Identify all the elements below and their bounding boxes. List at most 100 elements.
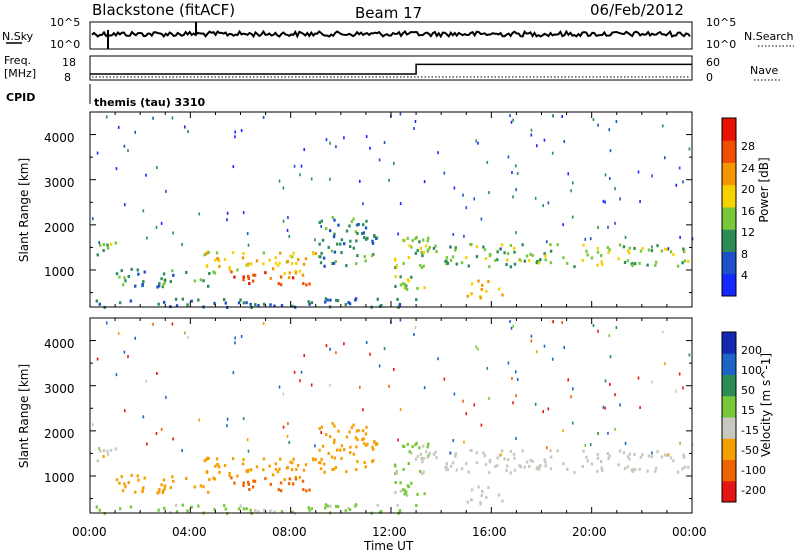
velocity-cell (199, 484, 203, 488)
power-cell (399, 283, 403, 287)
velocity-cell (320, 430, 323, 434)
velocity-cell (162, 489, 165, 493)
velocity-cell (239, 504, 242, 508)
power-cell (98, 240, 101, 244)
power-cell (247, 262, 250, 266)
date-title: 06/Feb/2012 (590, 1, 684, 19)
power-cell (105, 115, 108, 119)
power-cell (419, 264, 422, 268)
velocity-cell (675, 389, 678, 393)
velocity-cell (519, 465, 523, 469)
velocity-cell (280, 510, 284, 514)
velocity-cell (513, 456, 516, 460)
power-cell (375, 237, 378, 241)
cpid-text: themis (tau) 3310 (94, 96, 206, 109)
power-cell (667, 247, 670, 251)
velocity-cell (134, 490, 137, 494)
power-cell (231, 251, 235, 255)
velocity-cell (308, 508, 311, 512)
velocity-cell (539, 464, 542, 468)
power-cell (470, 243, 473, 247)
power-cell (121, 283, 125, 287)
xtick-0800: 08:00 (272, 525, 307, 539)
power-cell (393, 161, 395, 165)
xtick-0000: 00:00 (72, 525, 107, 539)
velocity-cell (410, 481, 413, 485)
velocity-cell (544, 464, 547, 468)
velocity-cell (355, 445, 358, 449)
power-cell (331, 262, 334, 266)
velocity-cell (530, 339, 533, 343)
power-cell (445, 256, 449, 260)
velocity-cell (488, 397, 490, 401)
velocity-cell (452, 439, 455, 443)
velocity-cell (237, 507, 241, 511)
velocity-cell (654, 466, 658, 470)
velocity-cell (405, 493, 409, 497)
power-cell (403, 282, 406, 286)
velocity-cell (543, 344, 546, 348)
power-cell (345, 264, 348, 268)
velocity-cell (262, 468, 265, 472)
velocity-cell (477, 485, 480, 489)
velocity-cell (340, 457, 343, 461)
velocity-cell (608, 454, 611, 458)
power-cell (549, 261, 553, 265)
velocity-cell (590, 462, 594, 466)
velocity-cell (394, 481, 397, 485)
power-cell (296, 257, 300, 261)
noise-panel: N.Sky 10^5 10^0 10^5 10^0 N.Search (2, 16, 794, 51)
velocity-cell (342, 448, 346, 452)
power-cell (651, 174, 653, 178)
power-cell (497, 287, 501, 291)
power-cell (335, 242, 339, 246)
velocity-cell (354, 503, 358, 507)
noise-left-tick-bottom: 10^0 (50, 38, 80, 51)
power-cell (333, 218, 336, 222)
power-cell (402, 239, 406, 243)
power-cell (432, 246, 436, 250)
power-cell (162, 283, 165, 287)
power-cell (197, 298, 200, 302)
colorbar-frame (721, 117, 737, 297)
velocity-cell (507, 361, 510, 365)
power-cell (106, 243, 109, 247)
velocity-cell (228, 471, 231, 475)
power-cell (536, 260, 539, 264)
velocity-cell (320, 425, 323, 429)
power-cell (278, 179, 281, 183)
velocity-cell (375, 443, 378, 447)
power-cell (245, 301, 248, 305)
velocity-cell (268, 464, 271, 468)
power-cell (547, 201, 550, 205)
power-cell (654, 260, 658, 264)
power-cell (343, 136, 345, 140)
power-cell (496, 258, 499, 262)
power-cell (414, 120, 417, 124)
power-cell (362, 231, 365, 235)
power-cell (290, 262, 294, 266)
velocity-cell (287, 482, 291, 486)
power-cell (633, 262, 637, 266)
velocity-cell (415, 504, 418, 508)
velocity-cell (498, 453, 502, 457)
power-cell (408, 244, 411, 248)
power-cell (512, 195, 514, 199)
power-cell (418, 240, 421, 244)
velocity-cell (223, 463, 227, 467)
power-cell (340, 238, 344, 242)
noise-right-label: N.Search (744, 30, 794, 43)
velocity-cell (156, 372, 158, 376)
velocity-cell (423, 492, 426, 496)
velocity-cell (615, 326, 618, 330)
velocity-cell (488, 471, 491, 475)
power-cell (483, 248, 487, 252)
velocity-cell (231, 457, 235, 461)
velocity-cell (288, 477, 292, 481)
velocity-cell (521, 449, 524, 453)
xtick-2000: 20:00 (572, 525, 607, 539)
power-cell (246, 232, 249, 236)
power-cell (453, 186, 456, 190)
power-cell (515, 231, 517, 235)
power-cell (224, 301, 227, 305)
